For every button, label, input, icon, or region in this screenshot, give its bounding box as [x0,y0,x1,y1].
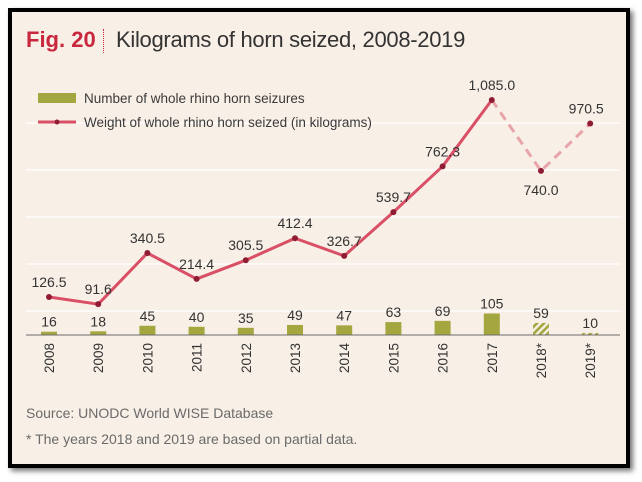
x-tick-label: 2014 [337,343,352,374]
bar-value-label: 59 [533,305,549,321]
title-separator [103,29,104,53]
line-value-label: 326.7 [327,233,362,249]
gridlines [26,122,620,312]
line-value-label: 539.7 [376,189,411,205]
x-tick-label: 2016 [436,343,451,373]
bar [336,325,353,335]
x-tick-label: 2012 [239,343,254,373]
bar [385,322,402,335]
x-axis: 2008 2009 2010 2011 2012 2013 2014 2015 2016 2017… [26,334,620,378]
line-value-label: 340.5 [130,230,165,246]
bar [237,327,254,335]
line-series: 126.5 91.6 340.5 214.4 305.5 412.4 326.7 539.7 7… [31,77,604,308]
bar-value-label: 47 [336,307,352,323]
source-note: Source: UNODC World WISE Database [26,405,274,421]
line-point [95,301,102,308]
line-value-label: 1,085.0 [468,77,515,93]
bar-value-label: 63 [386,304,402,320]
x-tick-label: 2017 [485,343,500,373]
x-tick-label: 2009 [91,343,106,373]
line-value-label: 305.5 [228,237,263,253]
bar-value-label: 10 [582,315,598,331]
legend-label-bars: Number of whole rhino horn seizures [84,91,305,106]
x-tick-label: 2018* [534,342,549,378]
x-tick-label: 2013 [288,343,303,373]
legend-marker-line [54,119,60,125]
line-value-label: 762.3 [425,143,460,159]
line-point [46,294,52,301]
legend-label-line: Weight of whole rhino horn seized (in ki… [84,115,372,130]
line-point [390,209,397,216]
line-point [292,235,298,242]
x-tick-label: 2019* [583,342,598,378]
x-tick-label: 2010 [140,343,155,373]
line-value-label: 91.6 [85,281,112,297]
line-value-label: 412.4 [277,215,312,231]
line-point [193,275,200,282]
bar [41,331,57,335]
bar [188,326,205,335]
x-tick-label: 2011 [190,343,205,372]
line-point [488,97,495,103]
line-point [587,120,594,127]
bar-value-label: 16 [41,314,57,330]
bar [483,313,500,335]
bar-value-label: 45 [140,308,156,324]
figure-number: Fig. 20 [26,27,96,52]
bar-value-label: 40 [189,309,205,325]
bar [533,322,549,335]
legend: Number of whole rhino horn seizures Weigh… [38,91,372,130]
chart: Number of whole rhino horn seizures Weigh… [26,77,620,378]
line-point [144,250,151,257]
x-tick-label: 2015 [386,343,401,373]
line-point [538,167,544,174]
bar-value-label: 105 [480,295,504,311]
line-point [341,252,348,259]
partial-data-note: * The years 2018 and 2019 are based on p… [26,431,358,447]
bar [434,320,451,335]
bar-value-label: 35 [238,310,254,326]
chart-title: Kilograms of horn seized, 2008-2019 [116,27,466,52]
line-point [439,163,446,170]
line-solid [48,99,494,306]
bar-series: 16 18 45 40 35 49 47 63 69 105 59 10 [41,295,599,335]
bar [139,325,156,335]
bar-value-label: 49 [287,307,303,323]
line-value-label: 740.0 [523,182,558,198]
bar [287,324,303,335]
line-value-label: 970.5 [569,101,604,117]
line-value-label: 126.5 [31,274,66,290]
bar [90,331,107,335]
figure-frame: Fig. 20 Kilograms of horn seized, 2008-2… [8,8,630,468]
x-tick-label: 2008 [42,343,57,373]
bar-value-label: 18 [90,313,106,329]
bar-value-label: 69 [435,303,451,319]
bar [582,332,599,335]
line-value-label: 214.4 [179,256,214,272]
line-point [242,257,249,264]
legend-swatch-bars [38,93,76,103]
